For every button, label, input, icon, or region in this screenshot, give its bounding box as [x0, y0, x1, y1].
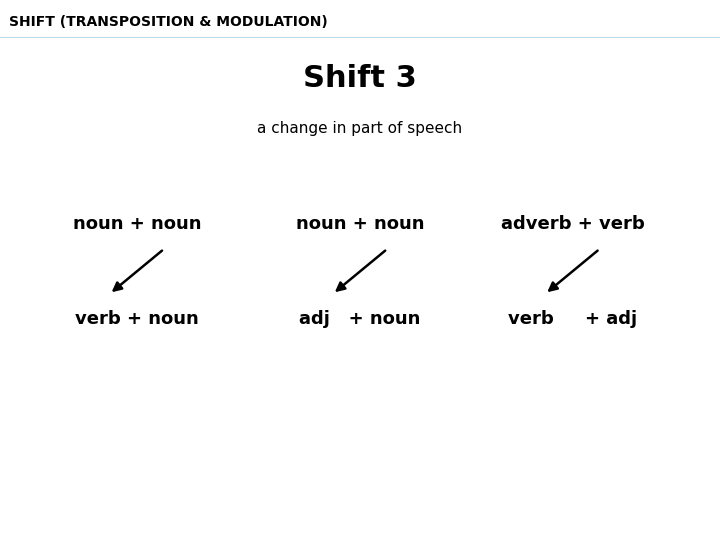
Text: noun + noun: noun + noun [296, 215, 424, 233]
Text: adverb + verb: adverb + verb [500, 215, 644, 233]
Text: adj   + noun: adj + noun [300, 310, 420, 328]
Text: Shift 3: Shift 3 [303, 64, 417, 93]
Text: verb     + adj: verb + adj [508, 310, 637, 328]
Text: noun + noun: noun + noun [73, 215, 201, 233]
Text: verb + noun: verb + noun [75, 310, 199, 328]
Text: SHIFT (TRANSPOSITION & MODULATION): SHIFT (TRANSPOSITION & MODULATION) [9, 15, 328, 29]
Text: a change in part of speech: a change in part of speech [258, 121, 462, 136]
